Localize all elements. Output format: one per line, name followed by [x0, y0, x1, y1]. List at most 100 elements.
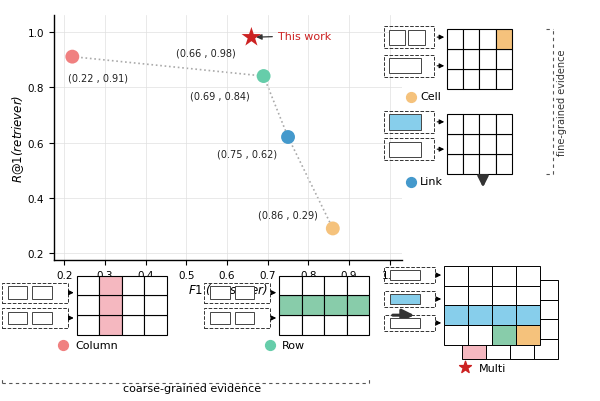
Bar — [384, 268, 435, 283]
Bar — [496, 50, 512, 70]
Bar — [492, 286, 516, 306]
Bar — [462, 339, 486, 359]
Bar — [463, 134, 479, 154]
Bar — [324, 296, 347, 315]
Bar — [496, 114, 512, 134]
Bar — [279, 296, 302, 315]
Point — [68, 54, 77, 61]
Bar — [389, 142, 421, 158]
Bar — [347, 296, 369, 315]
Point — [247, 35, 256, 41]
Text: Cell: Cell — [420, 92, 441, 102]
Bar — [444, 325, 468, 345]
Bar — [99, 315, 121, 335]
Bar — [389, 30, 404, 46]
Bar — [32, 312, 52, 325]
Bar — [204, 308, 270, 328]
Point — [58, 342, 68, 348]
Bar — [390, 271, 420, 280]
Bar — [534, 280, 558, 300]
Point — [328, 226, 338, 232]
Bar — [479, 114, 496, 134]
Bar — [468, 306, 492, 325]
Bar — [279, 315, 302, 335]
Text: Multi: Multi — [479, 363, 506, 373]
Bar — [510, 339, 534, 359]
Bar — [463, 154, 479, 174]
Bar — [516, 325, 540, 345]
Point — [259, 74, 268, 80]
Bar — [479, 70, 496, 90]
Bar — [121, 315, 144, 335]
Bar — [462, 300, 486, 320]
Bar — [496, 134, 512, 154]
Bar — [479, 50, 496, 70]
Bar — [144, 276, 167, 296]
Bar — [347, 276, 369, 296]
X-axis label: $F1$ (reasoner): $F1$ (reasoner) — [188, 282, 268, 297]
Bar — [1, 308, 67, 328]
Bar — [492, 266, 516, 286]
Bar — [302, 296, 324, 315]
Bar — [324, 276, 347, 296]
Text: Row: Row — [282, 340, 305, 350]
Bar — [516, 266, 540, 286]
Bar — [534, 339, 558, 359]
Bar — [479, 134, 496, 154]
Text: (0.66 , 0.98): (0.66 , 0.98) — [176, 48, 236, 58]
Text: (0.22 , 0.91): (0.22 , 0.91) — [68, 73, 128, 83]
Bar — [463, 70, 479, 90]
Bar — [463, 114, 479, 134]
Bar — [516, 286, 540, 306]
Bar — [468, 266, 492, 286]
Bar — [479, 30, 496, 50]
Bar — [384, 139, 434, 161]
Bar — [510, 280, 534, 300]
Bar — [510, 320, 534, 339]
Bar — [486, 339, 510, 359]
Bar — [121, 276, 144, 296]
Bar — [99, 296, 121, 315]
Bar — [486, 320, 510, 339]
Bar — [384, 315, 435, 331]
Bar — [144, 315, 167, 335]
Text: (0.69 , 0.84): (0.69 , 0.84) — [190, 91, 250, 101]
Bar — [463, 30, 479, 50]
Bar — [347, 315, 369, 335]
Bar — [496, 154, 512, 174]
Text: This work: This work — [257, 32, 331, 42]
Y-axis label: $R@1$(retriever): $R@1$(retriever) — [10, 94, 26, 182]
Bar — [77, 315, 99, 335]
Bar — [32, 287, 52, 300]
Text: (0.75 , 0.62): (0.75 , 0.62) — [217, 149, 277, 159]
Bar — [302, 276, 324, 296]
Bar — [492, 306, 516, 325]
Bar — [447, 30, 463, 50]
Bar — [204, 283, 270, 303]
Bar — [516, 306, 540, 325]
Bar — [384, 27, 434, 49]
Bar — [235, 312, 254, 325]
Point — [460, 364, 470, 371]
Point — [265, 342, 275, 348]
Bar — [390, 294, 420, 304]
Bar — [462, 320, 486, 339]
Bar — [144, 296, 167, 315]
Bar — [7, 287, 27, 300]
Point — [406, 95, 416, 101]
Bar — [463, 50, 479, 70]
Bar — [479, 154, 496, 174]
Text: (0.86 , 0.29): (0.86 , 0.29) — [257, 210, 317, 220]
Bar — [496, 30, 512, 50]
Bar — [468, 325, 492, 345]
Bar — [510, 300, 534, 320]
Bar — [486, 280, 510, 300]
Point — [406, 179, 416, 186]
Bar — [447, 154, 463, 174]
Bar — [384, 56, 434, 77]
Bar — [279, 276, 302, 296]
Bar — [77, 276, 99, 296]
Bar — [99, 276, 121, 296]
Bar — [121, 296, 144, 315]
Bar — [447, 114, 463, 134]
